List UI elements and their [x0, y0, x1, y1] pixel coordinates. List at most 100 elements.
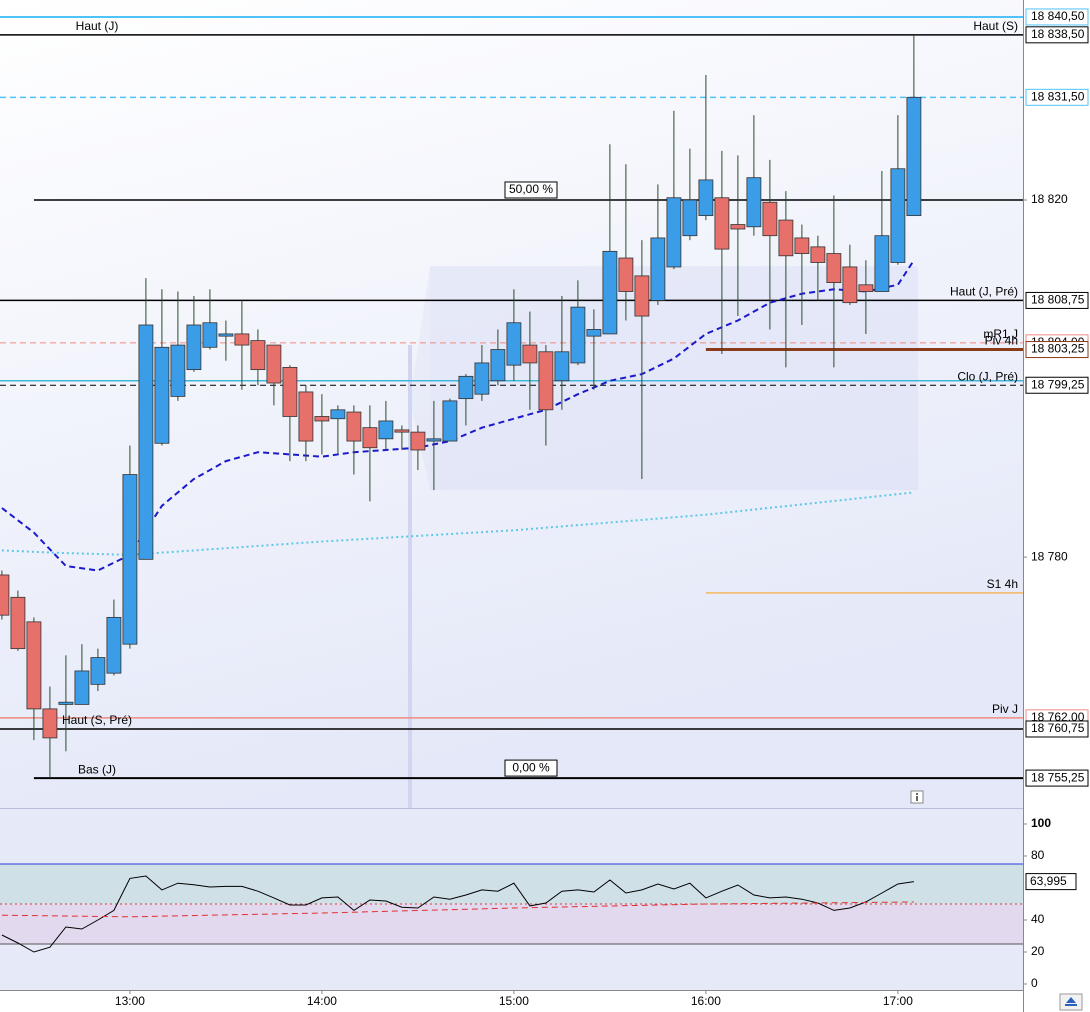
price-label-box [1025, 769, 1089, 787]
price-label: 18 760,75 [1031, 721, 1085, 735]
candle-body [682, 199, 698, 237]
level-label: Haut (J) [76, 19, 119, 33]
candle-body [410, 431, 426, 451]
price-label: 18 799,25 [1031, 377, 1085, 391]
candle-body [858, 284, 874, 292]
x-tick-label: 15:00 [499, 994, 529, 1008]
candle-body [26, 621, 42, 710]
fib-tag-box [504, 759, 558, 777]
level-label: Piv 4h [985, 334, 1018, 348]
price-label: 18 840,50 [1031, 9, 1085, 23]
candle-body [282, 366, 298, 417]
y-tick-label: 20 [1031, 944, 1045, 958]
candle-body [650, 237, 666, 301]
y-tick-label: 18 780 [1031, 549, 1068, 563]
candle-body [346, 411, 362, 442]
candle-body [186, 324, 202, 371]
candle-body [842, 266, 858, 304]
candle-body [666, 197, 682, 268]
price-label-box [1025, 291, 1089, 309]
time-axis [0, 990, 1090, 1012]
x-tick-label: 13:00 [115, 994, 145, 1008]
price-label: 18 838,50 [1031, 27, 1085, 41]
candle-body [586, 329, 602, 337]
rsi-plot [0, 863, 1023, 953]
candle-body [314, 416, 330, 422]
scroll-button[interactable] [1059, 993, 1083, 1011]
candle-body [714, 197, 730, 250]
candle-body [218, 333, 234, 337]
level-label: Haut (J, Pré) [950, 285, 1018, 299]
rsi-line [1, 875, 914, 953]
candle-body [826, 253, 842, 283]
current-label: 63,995 [1030, 874, 1067, 888]
candle-body [122, 474, 138, 645]
current-label-box [1025, 873, 1077, 891]
candle-body [42, 708, 58, 739]
candle-body [154, 346, 170, 444]
candle-body [538, 351, 554, 411]
y-tick-label: 40 [1031, 912, 1045, 926]
price-plot [0, 15, 1023, 780]
candle-body [794, 237, 810, 254]
candle-body [730, 224, 746, 230]
candle-body [698, 179, 714, 217]
level-label: Haut (S, Pré) [62, 713, 132, 727]
candle-body [890, 168, 906, 263]
level-label: S1 4h [987, 577, 1018, 591]
level-label: mR1 J [983, 327, 1018, 341]
candle-body [874, 235, 890, 292]
candle-body [506, 322, 522, 366]
candle-body [394, 429, 410, 433]
fib-tag: 50,00 % [509, 182, 553, 196]
level-label: Piv J [992, 702, 1018, 716]
candle-body [778, 219, 794, 257]
candle-body [570, 306, 586, 364]
info-icon[interactable] [910, 790, 924, 804]
x-tick-label: 17:00 [883, 994, 913, 1008]
price-label: 18 803,25 [1031, 342, 1085, 356]
band-fill [0, 904, 1023, 944]
fib-tag: 0,00 % [512, 760, 550, 774]
price-label-box [1025, 88, 1089, 106]
price-label: 18 808,75 [1031, 293, 1085, 307]
fib-tag-box [504, 181, 558, 199]
candle-body [378, 420, 394, 440]
candle-body [250, 340, 266, 371]
candle-body [90, 657, 106, 685]
level-label: Haut (S) [973, 19, 1018, 33]
candle-body [634, 275, 650, 317]
candle-body [426, 438, 442, 442]
price-label-box [1025, 720, 1089, 738]
candle-body [330, 409, 346, 420]
x-tick-label: 14:00 [307, 994, 337, 1008]
candle-body [106, 616, 122, 674]
price-label-box [1025, 26, 1089, 44]
axes: 18 840,50 Haut (J) Haut (S) 18 838,50 18 831… [62, 8, 1089, 1008]
candle-body [618, 257, 634, 292]
candle-body [458, 375, 474, 400]
candle-body [554, 351, 570, 382]
y-tick-label: 100 [1031, 816, 1051, 830]
candle-body [58, 701, 74, 705]
price-panel [0, 0, 1023, 808]
candle-body [762, 201, 778, 237]
fib-zone [430, 266, 918, 490]
candle-body [522, 344, 538, 364]
candle-body [474, 362, 490, 395]
price-label-box [1025, 376, 1089, 394]
candle-body [442, 400, 458, 442]
candle-body [746, 177, 762, 228]
candle-body [266, 344, 282, 384]
candle-body [298, 391, 314, 442]
y-tick-label: 80 [1031, 848, 1045, 862]
candle-body [810, 246, 826, 263]
candle-body [202, 322, 218, 348]
moving-average [1, 491, 915, 556]
price-label: 18 831,50 [1031, 89, 1085, 103]
candle-body [490, 349, 506, 382]
candle-body [10, 596, 26, 650]
candle-body [74, 670, 90, 705]
